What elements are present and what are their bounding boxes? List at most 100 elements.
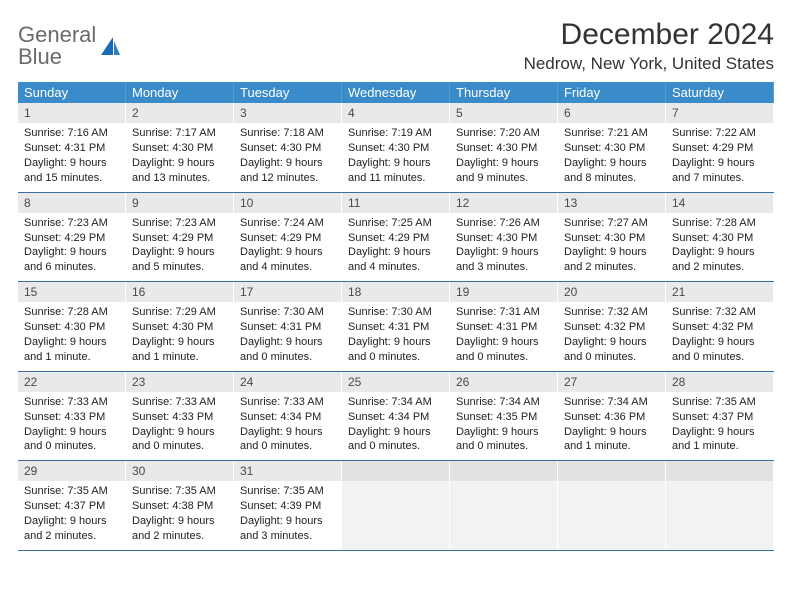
day-body: Sunrise: 7:32 AMSunset: 4:32 PMDaylight:… [558,302,665,370]
sunset-text: Sunset: 4:30 PM [348,141,443,156]
sunrise-text: Sunrise: 7:33 AM [240,395,335,410]
sunrise-text: Sunrise: 7:28 AM [24,305,119,320]
daylight-text: Daylight: 9 hours and 9 minutes. [456,156,551,186]
day-number: 13 [558,193,665,213]
title-block: December 2024 Nedrow, New York, United S… [524,18,774,74]
sunrise-text: Sunrise: 7:24 AM [240,216,335,231]
sunset-text: Sunset: 4:36 PM [564,410,659,425]
day-cell: 16Sunrise: 7:29 AMSunset: 4:30 PMDayligh… [126,282,234,371]
day-cell: 20Sunrise: 7:32 AMSunset: 4:32 PMDayligh… [558,282,666,371]
sunrise-text: Sunrise: 7:34 AM [564,395,659,410]
day-cell: 2 Sunrise: 7:17 AMSunset: 4:30 PMDaylight… [126,103,234,192]
day-body: Sunrise: 7:28 AMSunset: 4:30 PMDaylight:… [18,302,125,370]
day-number: 19 [450,282,557,302]
daylight-text: Daylight: 9 hours and 15 minutes. [24,156,119,186]
sunrise-text: Sunrise: 7:25 AM [348,216,443,231]
sunset-text: Sunset: 4:30 PM [132,320,227,335]
sunset-text: Sunset: 4:32 PM [564,320,659,335]
day-cell: 25Sunrise: 7:34 AMSunset: 4:34 PMDayligh… [342,372,450,461]
day-body: Sunrise: 7:33 AMSunset: 4:33 PMDaylight:… [18,392,125,460]
day-number: 27 [558,372,665,392]
sunrise-text: Sunrise: 7:28 AM [672,216,767,231]
sunset-text: Sunset: 4:31 PM [456,320,551,335]
day-number: 14 [666,193,773,213]
daylight-text: Daylight: 9 hours and 1 minute. [672,425,767,455]
day-body: Sunrise: 7:19 AMSunset: 4:30 PMDaylight:… [342,123,449,191]
week-row: 8Sunrise: 7:23 AMSunset: 4:29 PMDaylight… [18,193,774,283]
day-number: 2 [126,103,233,123]
sunrise-text: Sunrise: 7:35 AM [132,484,227,499]
day-number: 22 [18,372,125,392]
daylight-text: Daylight: 9 hours and 0 minutes. [24,425,119,455]
day-cell: 27Sunrise: 7:34 AMSunset: 4:36 PMDayligh… [558,372,666,461]
day-number: 3 [234,103,341,123]
daylight-text: Daylight: 9 hours and 0 minutes. [348,425,443,455]
daylight-text: Daylight: 9 hours and 2 minutes. [132,514,227,544]
sunset-text: Sunset: 4:31 PM [348,320,443,335]
sunset-text: Sunset: 4:30 PM [456,141,551,156]
daylight-text: Daylight: 9 hours and 8 minutes. [564,156,659,186]
sunset-text: Sunset: 4:35 PM [456,410,551,425]
day-cell: 7Sunrise: 7:22 AMSunset: 4:29 PMDaylight… [666,103,774,192]
sunrise-text: Sunrise: 7:16 AM [24,126,119,141]
sunrise-text: Sunrise: 7:31 AM [456,305,551,320]
sunset-text: Sunset: 4:30 PM [456,231,551,246]
sunrise-text: Sunrise: 7:17 AM [132,126,227,141]
day-body: Sunrise: 7:23 AMSunset: 4:29 PMDaylight:… [18,213,125,281]
day-number: 15 [18,282,125,302]
daylight-text: Daylight: 9 hours and 13 minutes. [132,156,227,186]
sunrise-text: Sunrise: 7:35 AM [240,484,335,499]
daylight-text: Daylight: 9 hours and 0 minutes. [456,335,551,365]
day-body: Sunrise: 7:35 AMSunset: 4:38 PMDaylight:… [126,481,233,549]
sunset-text: Sunset: 4:31 PM [24,141,119,156]
sunrise-text: Sunrise: 7:20 AM [456,126,551,141]
daylight-text: Daylight: 9 hours and 2 minutes. [672,245,767,275]
daylight-text: Daylight: 9 hours and 3 minutes. [456,245,551,275]
week-row: 22Sunrise: 7:33 AMSunset: 4:33 PMDayligh… [18,372,774,462]
day-number: 24 [234,372,341,392]
sunrise-text: Sunrise: 7:18 AM [240,126,335,141]
sunset-text: Sunset: 4:30 PM [564,141,659,156]
month-title: December 2024 [524,18,774,52]
sunrise-text: Sunrise: 7:32 AM [672,305,767,320]
day-cell: 3Sunrise: 7:18 AMSunset: 4:30 PMDaylight… [234,103,342,192]
daylight-text: Daylight: 9 hours and 0 minutes. [348,335,443,365]
weekday-header: Thursday [450,82,558,103]
weekday-header: Saturday [666,82,774,103]
day-body: Sunrise: 7:26 AMSunset: 4:30 PMDaylight:… [450,213,557,281]
day-body: Sunrise: 7:23 AMSunset: 4:29 PMDaylight:… [126,213,233,281]
sunset-text: Sunset: 4:33 PM [132,410,227,425]
day-body: Sunrise: 7:33 AMSunset: 4:33 PMDaylight:… [126,392,233,460]
sunset-text: Sunset: 4:38 PM [132,499,227,514]
daylight-text: Daylight: 9 hours and 0 minutes. [240,335,335,365]
weeks-container: 1Sunrise: 7:16 AMSunset: 4:31 PMDaylight… [18,103,774,551]
day-body: Sunrise: 7:35 AMSunset: 4:37 PMDaylight:… [666,392,773,460]
sunset-text: Sunset: 4:30 PM [132,141,227,156]
day-cell: 18Sunrise: 7:30 AMSunset: 4:31 PMDayligh… [342,282,450,371]
daylight-text: Daylight: 9 hours and 2 minutes. [24,514,119,544]
daylight-text: Daylight: 9 hours and 7 minutes. [672,156,767,186]
sunset-text: Sunset: 4:29 PM [240,231,335,246]
day-cell: 22Sunrise: 7:33 AMSunset: 4:33 PMDayligh… [18,372,126,461]
location-text: Nedrow, New York, United States [524,54,774,74]
day-body: Sunrise: 7:24 AMSunset: 4:29 PMDaylight:… [234,213,341,281]
weekday-header: Wednesday [342,82,450,103]
day-body: Sunrise: 7:33 AMSunset: 4:34 PMDaylight:… [234,392,341,460]
sunset-text: Sunset: 4:34 PM [348,410,443,425]
day-cell: 30Sunrise: 7:35 AMSunset: 4:38 PMDayligh… [126,461,234,550]
sunrise-text: Sunrise: 7:34 AM [456,395,551,410]
day-cell: 8Sunrise: 7:23 AMSunset: 4:29 PMDaylight… [18,193,126,282]
sunrise-text: Sunrise: 7:33 AM [132,395,227,410]
daylight-text: Daylight: 9 hours and 5 minutes. [132,245,227,275]
day-cell: 15Sunrise: 7:28 AMSunset: 4:30 PMDayligh… [18,282,126,371]
daylight-text: Daylight: 9 hours and 11 minutes. [348,156,443,186]
sunset-text: Sunset: 4:37 PM [24,499,119,514]
daylight-text: Daylight: 9 hours and 2 minutes. [564,245,659,275]
weekday-header: Tuesday [234,82,342,103]
day-cell: 26Sunrise: 7:34 AMSunset: 4:35 PMDayligh… [450,372,558,461]
day-body: Sunrise: 7:35 AMSunset: 4:39 PMDaylight:… [234,481,341,549]
sunset-text: Sunset: 4:30 PM [240,141,335,156]
day-body: Sunrise: 7:32 AMSunset: 4:32 PMDaylight:… [666,302,773,370]
sail-icon [100,35,122,57]
day-body: Sunrise: 7:34 AMSunset: 4:36 PMDaylight:… [558,392,665,460]
